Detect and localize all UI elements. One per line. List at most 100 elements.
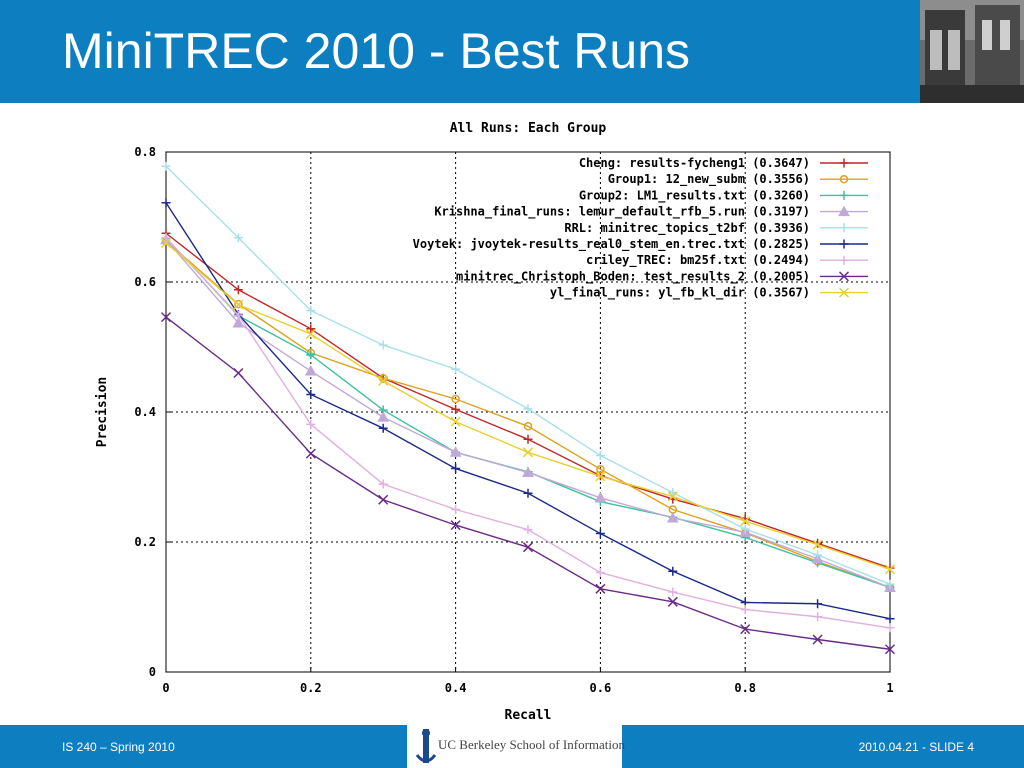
x-tick-label: 0.4 <box>445 681 467 695</box>
series-2-point <box>523 422 533 431</box>
series-9-point <box>160 237 172 249</box>
footer-course: IS 240 – Spring 2010 <box>62 740 175 754</box>
series-7-point <box>378 479 388 489</box>
legend-marker <box>838 271 850 282</box>
series-8-point <box>812 634 823 645</box>
school-logo-icon <box>415 729 437 763</box>
y-tick-label: 0.8 <box>134 145 156 159</box>
school-logo-text: UC Berkeley School of Information <box>438 737 626 752</box>
series-7-point <box>595 568 605 578</box>
school-logo <box>407 725 622 768</box>
series-8-point <box>667 596 678 607</box>
series-5-point <box>451 364 461 374</box>
series-4-point <box>304 365 317 376</box>
series-8-point <box>305 448 316 459</box>
series-5-point <box>233 233 243 243</box>
legend-label: Group1: 12_new_subm (0.3556) <box>608 172 810 187</box>
series-7-point <box>523 525 533 535</box>
legend-marker <box>839 255 849 265</box>
series-9-point <box>378 375 389 386</box>
x-tick-label: 1 <box>886 681 893 695</box>
series-2-point <box>234 299 243 309</box>
legend-marker <box>839 158 849 168</box>
legend-label: minitrec_Christoph_Boden: test_results_2… <box>456 269 810 284</box>
series-1-point <box>306 324 316 334</box>
series-9-point <box>812 539 823 550</box>
series-8-point <box>378 494 389 505</box>
y-tick-label: 0.6 <box>134 275 156 289</box>
legend-marker <box>839 223 849 233</box>
series-1-point <box>451 404 461 414</box>
series-5-point <box>885 579 895 589</box>
series-6-point <box>161 198 171 208</box>
slide-title: MiniTREC 2010 - Best Runs <box>62 23 691 79</box>
x-tick-label: 0.6 <box>590 681 612 695</box>
legend-label: Group2: LM1_results.txt (0.3260) <box>579 188 810 203</box>
series-7-point <box>813 612 823 622</box>
legend-marker <box>838 287 850 298</box>
series-2-point <box>596 464 605 474</box>
legend-marker <box>839 190 849 200</box>
series-1-point <box>523 434 533 444</box>
legend-label: criley_TREC: bm25f.txt (0.2494) <box>586 253 810 268</box>
footer-slide-number: 2010.04.21 - SLIDE 4 <box>858 740 974 754</box>
x-tick-label: 0 <box>162 681 169 695</box>
precision-recall-chart: 0 0.2 0.4 0.6 0.8 1 0 0.2 0.4 0.6 0.8 All Runs: Eac… <box>95 121 896 723</box>
series-line-2 <box>165 240 891 589</box>
series-7-point <box>740 605 750 615</box>
x-tick-label: 0.2 <box>300 681 322 695</box>
series-8-point <box>450 520 461 531</box>
series-8-point <box>233 367 244 379</box>
campus-photo-image <box>920 0 1024 103</box>
series-9-point <box>450 416 461 427</box>
series-5-point <box>306 306 316 316</box>
series-7-point <box>161 233 171 243</box>
series-9-point <box>667 491 678 502</box>
series-4-point <box>377 411 390 422</box>
y-tick-label: 0 <box>149 665 156 679</box>
legend-label: Voytek: jvoytek-results_real0_stem_en.tr… <box>413 237 810 252</box>
series-4-point <box>594 491 607 503</box>
series-4-point <box>522 466 534 477</box>
series-6-point <box>595 529 605 539</box>
slide-header <box>0 0 1024 103</box>
series-1-point <box>233 285 243 295</box>
series-7-point <box>233 310 243 320</box>
series-8-point <box>160 312 172 323</box>
series-5-point <box>523 404 533 414</box>
x-tick-label: 0.8 <box>734 681 756 695</box>
series-9-point <box>522 447 534 458</box>
series-8-point <box>522 542 534 553</box>
legend-marker <box>838 205 850 217</box>
legend-label: yl_final_runs: yl_fb_kl_dir (0.3567) <box>550 286 810 301</box>
x-axis-label: Recall <box>505 708 552 723</box>
series-7-point <box>885 623 895 633</box>
series-4-point <box>449 446 462 457</box>
legend-label: RRL: minitrec_topics_t2bf (0.3936) <box>564 221 810 236</box>
y-axis-label: Precision <box>95 377 110 447</box>
series-5-point <box>595 451 605 461</box>
y-tick-label: 0.4 <box>134 405 156 419</box>
series-6-point <box>813 599 823 609</box>
series-9-point <box>595 471 606 482</box>
series-9-point <box>233 299 244 310</box>
series-6-point <box>378 423 388 433</box>
series-3-point <box>306 350 316 360</box>
series-9-point <box>884 564 896 575</box>
series-5-point <box>161 161 171 171</box>
series-6-point <box>523 488 533 498</box>
series-8-point <box>740 624 751 635</box>
series-6-point <box>451 464 461 474</box>
series-4-point <box>666 511 679 523</box>
series-6-point <box>885 614 895 624</box>
chart-title: All Runs: Each Group <box>450 121 607 136</box>
series-6-point <box>306 389 316 399</box>
series-8-point <box>595 583 606 594</box>
series-2-point <box>451 394 460 404</box>
legend-marker <box>839 174 849 184</box>
y-tick-label: 0.2 <box>134 535 156 549</box>
series-6-point <box>668 566 678 576</box>
series-8-point <box>884 644 896 655</box>
series-5-point <box>813 550 823 560</box>
series-9-point <box>305 328 316 340</box>
